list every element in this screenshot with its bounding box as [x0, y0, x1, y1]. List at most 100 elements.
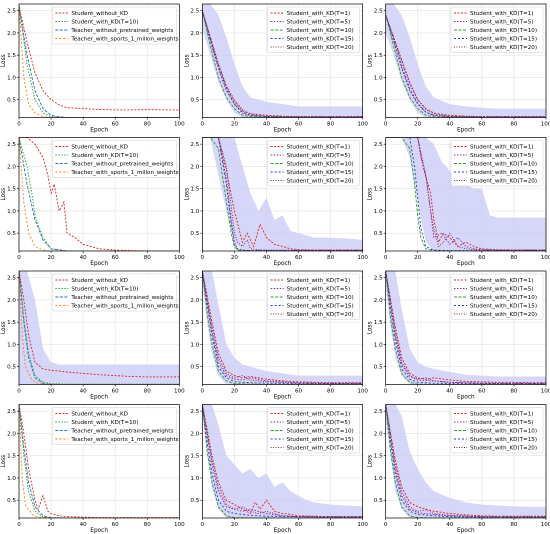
x-tick-label: 60 — [478, 255, 486, 261]
confidence-band — [202, 137, 363, 251]
axes-frame — [18, 3, 180, 118]
legend-entry: Student_with_KD(T=15) — [470, 304, 537, 310]
legend-entry: Student_with_KD(T=1) — [287, 145, 350, 151]
x-tick-label: 60 — [478, 522, 486, 528]
y-tick-label: 1.5 — [190, 187, 199, 193]
series-line — [202, 271, 363, 385]
x-tick-label: 20 — [414, 389, 422, 395]
x-tick-label: 100 — [174, 122, 185, 128]
legend-entry: Student_with_KD(T=20) — [287, 446, 354, 452]
confidence-band — [385, 137, 546, 251]
series-line — [385, 137, 546, 251]
x-tick-label: 80 — [327, 522, 335, 528]
x-tick-label: 20 — [231, 522, 239, 528]
series-line — [202, 137, 363, 251]
confidence-band — [385, 404, 546, 518]
y-tick-label: 2.5 — [190, 9, 199, 15]
y-tick-label: 2.0 — [7, 164, 16, 170]
y-tick-label: 0.5 — [7, 365, 16, 371]
legend: Student_with_KD(T=1) Student_with_KD(T=5)… — [267, 140, 360, 187]
legend: Student_with_KD(T=1) Student_with_KD(T=5)… — [450, 6, 544, 53]
x-tick-label: 40 — [446, 122, 454, 128]
y-tick-label: 1.0 — [374, 476, 383, 482]
x-tick-label: 60 — [112, 122, 120, 128]
y-tick-label: 1.5 — [7, 53, 16, 59]
x-tick-label: 40 — [263, 255, 271, 261]
x-tick-label: 80 — [510, 122, 518, 128]
y-tick-label: 1.0 — [7, 342, 16, 348]
legend-entry: Student_with_KD(T=20) — [287, 312, 354, 318]
legend-box — [52, 140, 177, 178]
y-tick-label: 0.5 — [190, 98, 199, 104]
x-tick-label: 60 — [478, 122, 486, 128]
subplot: 0 20 40 60 80 100 0.5 1.0 1.5 2.0 2.5 Epoch Loss Stud… — [184, 3, 368, 134]
x-tick-label: 0 — [17, 255, 21, 261]
y-tick-label: 1.0 — [7, 476, 16, 482]
y-tick-label: 2.5 — [7, 9, 16, 15]
y-axis-label: Loss — [368, 321, 374, 334]
y-tick-label: 1.0 — [374, 342, 383, 348]
y-tick-label: 2.0 — [190, 431, 199, 437]
x-tick-label: 100 — [541, 122, 550, 128]
series-line — [385, 404, 546, 517]
y-tick-label: 1.5 — [190, 53, 199, 59]
x-tick-label: 100 — [174, 522, 185, 528]
y-tick-label: 1.5 — [190, 320, 199, 326]
series-line — [19, 404, 180, 518]
legend: Student_without_KD Student_with_KD(T=10) T… — [52, 6, 179, 45]
legend-entry: Student_with_KD(T=10) — [470, 295, 537, 301]
legend: Student_with_KD(T=1) Student_with_KD(T=5)… — [450, 273, 544, 320]
x-tick-label: 40 — [80, 255, 88, 261]
subplot: 0 20 40 60 80 100 0.5 1.0 1.5 2.0 2.5 Epoch Loss Stud… — [1, 404, 185, 534]
x-tick-label: 60 — [112, 255, 120, 261]
legend: Student_without_KD Student_with_KD(T=10) T… — [52, 273, 179, 312]
legend-entry: Student_with_KD(T=10) — [470, 28, 537, 34]
series-line — [202, 404, 363, 518]
x-tick-label: 20 — [48, 389, 56, 395]
y-axis-label: Loss — [184, 54, 190, 67]
legend-box — [267, 273, 360, 320]
series-line — [385, 14, 546, 118]
legend-entry: Student_with_KD(T=20) — [470, 312, 537, 318]
y-axis-label: Loss — [184, 455, 190, 468]
legend-entry: Student_with_KD(T=10) — [470, 429, 537, 435]
legend-entry: Student_with_KD(T=20) — [470, 179, 537, 185]
series-line — [202, 271, 363, 385]
legend-entry: Student_with_KD(T=5) — [287, 20, 350, 26]
legend-box — [52, 407, 177, 445]
y-tick-label: 1.0 — [190, 209, 199, 215]
y-axis-label: Loss — [368, 188, 374, 201]
series-line — [202, 10, 363, 118]
y-tick-label: 2.0 — [190, 31, 199, 37]
x-axis-label: Epoch — [457, 261, 475, 267]
axes-frame — [18, 404, 180, 519]
x-tick-label: 80 — [510, 255, 518, 261]
y-tick-label: 0.5 — [7, 231, 16, 237]
x-tick-label: 0 — [17, 122, 21, 128]
legend-entry: Student_with_KD(T=20) — [470, 45, 537, 51]
legend-entry: Student_with_KD(T=10) — [287, 295, 354, 301]
axes-frame — [201, 270, 364, 385]
x-tick-label: 100 — [357, 122, 368, 128]
axes-frame — [201, 3, 364, 118]
legend-entry: Teacher_with_sports_1_millon_weights — [70, 37, 178, 43]
y-tick-label: 1.0 — [190, 342, 199, 348]
y-tick-label: 1.5 — [190, 454, 199, 460]
legend-entry: Student_with_KD(T=1) — [470, 278, 533, 284]
subplot: 0 20 40 60 80 100 0.5 1.0 1.5 2.0 2.5 Epoch Loss Stud… — [368, 404, 550, 534]
x-axis-label: Epoch — [90, 528, 108, 534]
y-tick-label: 1.0 — [190, 75, 199, 81]
x-tick-label: 80 — [327, 389, 335, 395]
y-tick-label: 2.0 — [190, 298, 199, 304]
x-tick-label: 40 — [446, 255, 454, 261]
x-tick-label: 80 — [510, 522, 518, 528]
legend-box — [267, 407, 360, 454]
series-line — [385, 271, 546, 384]
y-tick-label: 1.5 — [374, 187, 383, 193]
legend-entry: Teacher_with_sports_1_millon_weights — [70, 170, 178, 176]
legend-entry: Student_with_KD(T=15) — [287, 170, 354, 176]
y-tick-label: 1.0 — [374, 75, 383, 81]
x-tick-label: 40 — [80, 522, 88, 528]
x-tick-label: 80 — [144, 522, 152, 528]
y-tick-label: 1.0 — [7, 209, 16, 215]
